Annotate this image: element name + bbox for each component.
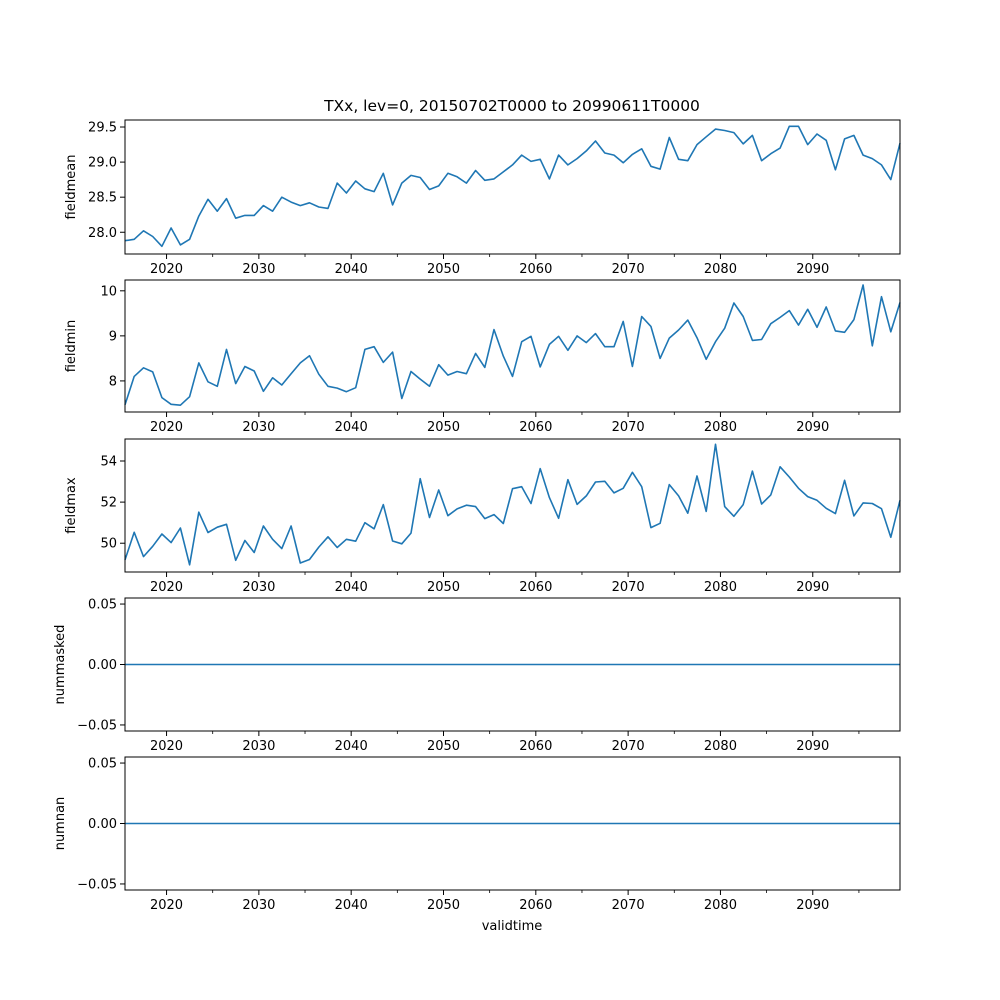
x-tick-label: 2020 — [150, 739, 183, 754]
x-tick-label: 2050 — [427, 739, 460, 754]
series-line-fieldmax — [124, 443, 901, 566]
x-tick-label: 2090 — [796, 580, 829, 595]
x-tick-label: 2070 — [612, 898, 645, 913]
x-tick-label: 2060 — [519, 262, 552, 277]
x-tick-label: 2050 — [427, 420, 460, 435]
x-tick-label: 2040 — [335, 580, 368, 595]
subplot-nummasked: 2020 2030 2040 2050 2060 2070 2080 2090 −0.05 0.0… — [53, 597, 901, 754]
x-tick-label: 2020 — [150, 580, 183, 595]
x-tick-label: 2020 — [150, 262, 183, 277]
x-tick-label: 2090 — [796, 262, 829, 277]
x-tick-label: 2080 — [704, 739, 737, 754]
y-tick-label: 8 — [109, 374, 117, 389]
x-tick-label: 2020 — [150, 420, 183, 435]
x-tick-label: 2030 — [242, 739, 275, 754]
x-tick-label: 2070 — [612, 420, 645, 435]
x-tick-label: 2040 — [335, 898, 368, 913]
x-tick-label: 2040 — [335, 420, 368, 435]
subplot-numnan: 2020 2030 2040 2050 2060 2070 2080 2090 −0.05 0.0… — [53, 756, 901, 913]
y-tick-label: 29.5 — [88, 121, 117, 136]
x-tick-label: 2090 — [796, 898, 829, 913]
axes-frame — [124, 119, 901, 255]
y-tick-label: 54 — [100, 454, 117, 469]
x-tick-label: 2030 — [242, 898, 275, 913]
y-tick-label: 0.05 — [88, 757, 117, 772]
x-tick-label: 2090 — [796, 420, 829, 435]
y-tick-label: 28.5 — [88, 191, 117, 206]
y-tick-label: 29.0 — [88, 156, 117, 171]
y-tick-label: 0.00 — [88, 658, 117, 673]
subplot-fieldmax: 2020 2030 2040 2050 2060 2070 2080 2090 50 52 54 fi… — [64, 438, 901, 595]
y-tick-label: −0.05 — [77, 718, 117, 733]
x-tick-label: 2040 — [335, 262, 368, 277]
y-axis-label: nummasked — [53, 625, 68, 705]
y-tick-label: 0.05 — [88, 598, 117, 613]
x-tick-label: 2060 — [519, 898, 552, 913]
x-tick-label: 2050 — [427, 898, 460, 913]
x-tick-label: 2050 — [427, 262, 460, 277]
y-tick-label: 0.00 — [88, 817, 117, 832]
series-line-fieldmean — [124, 125, 901, 248]
x-tick-label: 2030 — [242, 420, 275, 435]
x-tick-label: 2060 — [519, 420, 552, 435]
x-tick-label: 2050 — [427, 580, 460, 595]
y-axis-label: numnan — [53, 797, 68, 851]
x-tick-label: 2080 — [704, 898, 737, 913]
subplot-fieldmean: 2020 2030 2040 2050 2060 2070 2080 2090 28.0 28.5… — [64, 119, 901, 277]
x-tick-label: 2040 — [335, 739, 368, 754]
x-tick-label: 2030 — [242, 580, 275, 595]
series-line-fieldmin — [124, 284, 901, 407]
x-tick-label: 2020 — [150, 898, 183, 913]
y-axis-label: fieldmean — [64, 155, 79, 220]
axes-frame — [124, 438, 901, 573]
chart-title: TXx, lev=0, 20150702T0000 to 20990611T00… — [323, 97, 700, 115]
x-tick-label: 2060 — [519, 580, 552, 595]
y-tick-label: 9 — [109, 329, 117, 344]
y-tick-label: 50 — [100, 537, 117, 552]
x-tick-label: 2090 — [796, 739, 829, 754]
y-axis-label: fieldmax — [64, 477, 79, 534]
y-tick-label: 52 — [100, 496, 117, 511]
x-axis-label: validtime — [482, 919, 543, 934]
y-axis-label: fieldmin — [64, 320, 79, 373]
x-tick-label: 2030 — [242, 262, 275, 277]
y-tick-label: −0.05 — [77, 877, 117, 892]
x-tick-label: 2070 — [612, 739, 645, 754]
x-tick-label: 2080 — [704, 580, 737, 595]
y-tick-label: 10 — [100, 284, 117, 299]
x-tick-label: 2060 — [519, 739, 552, 754]
y-tick-label: 28.0 — [88, 226, 117, 241]
subplot-fieldmin: 2020 2030 2040 2050 2060 2070 2080 2090 8 9 10 fiel… — [64, 279, 901, 435]
x-tick-label: 2070 — [612, 262, 645, 277]
x-tick-label: 2070 — [612, 580, 645, 595]
axes-frame — [124, 279, 901, 413]
x-tick-label: 2080 — [704, 420, 737, 435]
x-tick-label: 2080 — [704, 262, 737, 277]
